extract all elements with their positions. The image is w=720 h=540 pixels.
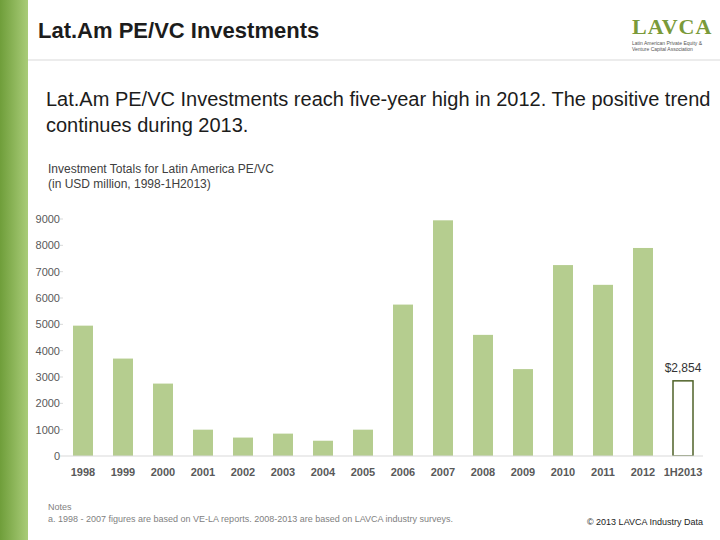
x-tick-label: 2008: [471, 466, 495, 478]
y-tick-label: 9000: [36, 213, 60, 225]
copyright: © 2013 LAVCA Industry Data: [587, 517, 703, 527]
bars: [73, 220, 693, 456]
y-tick-label: 1000: [36, 424, 60, 436]
x-tick-label: 2003: [271, 466, 295, 478]
bar: [193, 430, 213, 456]
y-tick: [60, 350, 63, 351]
header-rule: [28, 60, 720, 61]
side-stripe: [0, 0, 28, 540]
y-tick-label: 4000: [36, 345, 60, 357]
x-tick-label: 1H2013: [664, 466, 703, 478]
bar: [113, 359, 133, 456]
x-tick-label: 2012: [631, 466, 655, 478]
logo-lines: Latin American Private Equity &Venture C…: [632, 40, 714, 52]
y-tick-label: 5000: [36, 318, 60, 330]
y-tick: [60, 245, 63, 246]
logo: LAVCA Latin American Private Equity &Ven…: [632, 14, 714, 52]
y-tick: [60, 271, 63, 272]
chart-subtitle: (in USD million, 1998-1H2013): [48, 177, 211, 191]
bar: [513, 369, 533, 456]
bar: [433, 220, 453, 456]
y-tick: [60, 219, 63, 220]
y-tick-label: 0: [54, 450, 60, 462]
y-tick: [60, 456, 63, 457]
y-tick-label: 3000: [36, 371, 60, 383]
chart: Investment Totals for Latin America PE/V…: [0, 0, 720, 540]
x-tick-label: 2009: [511, 466, 535, 478]
y-tick: [60, 298, 63, 299]
bar: [353, 430, 373, 456]
chart-title: Investment Totals for Latin America PE/V…: [48, 162, 274, 176]
bar: [393, 305, 413, 456]
x-tick-label: 2000: [151, 466, 175, 478]
x-tick-label: 2004: [311, 466, 336, 478]
y-tick: [60, 377, 63, 378]
note: a. 1998 - 2007 figures are based on VE-L…: [48, 514, 453, 524]
y-tick-label: 6000: [36, 292, 60, 304]
x-tick-label: 2001: [191, 466, 215, 478]
data-label: $2,854: [665, 361, 702, 375]
bar: [153, 384, 173, 456]
x-tick-label: 1999: [111, 466, 135, 478]
x-tick-label: 2010: [551, 466, 575, 478]
y-tick-label: 2000: [36, 397, 60, 409]
bar: [73, 326, 93, 456]
logo-line: Latin American Private Equity &: [632, 40, 714, 46]
page: {"page": {"heading": "Lat.Am PE/VC Inves…: [0, 0, 720, 540]
bar: [673, 381, 693, 456]
bar: [553, 265, 573, 456]
baseline: [63, 456, 703, 457]
logo-line: Venture Capital Association: [632, 46, 714, 52]
y-tick: [60, 324, 63, 325]
x-tick-label: 2005: [351, 466, 375, 478]
bar: [313, 441, 333, 456]
logo-word: LAVCA: [632, 14, 714, 40]
x-tick-label: 2002: [231, 466, 255, 478]
y-tick-label: 7000: [36, 266, 60, 278]
bar: [593, 285, 613, 456]
heading: Lat.Am PE/VC Investments: [38, 18, 319, 44]
x-tick-label: 2007: [431, 466, 455, 478]
bar: [233, 438, 253, 456]
x-tick-label: 2011: [591, 466, 615, 478]
headline: Lat.Am PE/VC Investments reach five-year…: [46, 86, 711, 138]
y-tick: [60, 403, 63, 404]
notes-heading: Notes: [48, 502, 72, 512]
y-tick-label: 8000: [36, 239, 60, 251]
bar: [473, 335, 493, 456]
y-tick: [60, 429, 63, 430]
bar: [273, 434, 293, 456]
x-tick-label: 1998: [71, 466, 95, 478]
x-tick-label: 2006: [391, 466, 415, 478]
bar: [633, 248, 653, 456]
